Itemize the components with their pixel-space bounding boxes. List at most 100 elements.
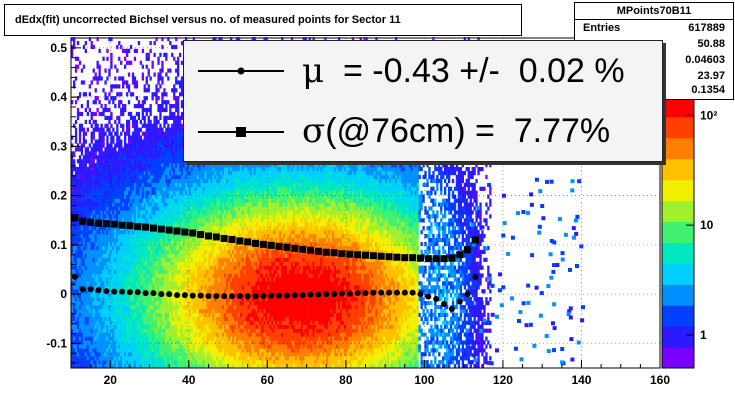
heatmap-cell <box>186 301 190 306</box>
heatmap-cell <box>141 214 144 219</box>
heatmap-cell <box>141 320 144 325</box>
heatmap-cell <box>96 107 99 113</box>
heatmap-cell <box>196 281 199 286</box>
heatmap-cell <box>204 214 207 219</box>
heatmap-cell <box>145 206 148 211</box>
heatmap-cell <box>124 238 127 243</box>
heatmap-cell <box>182 245 186 251</box>
heatmap-cell <box>129 202 133 207</box>
heatmap-cell <box>82 143 86 148</box>
heatmap-cell <box>147 88 150 93</box>
heatmap-cell <box>204 340 207 345</box>
heatmap-cell <box>94 178 97 184</box>
heatmap-cell <box>73 261 76 266</box>
heatmap-cell <box>186 261 190 266</box>
heatmap-cell <box>98 305 101 310</box>
heatmap-cell <box>157 214 160 219</box>
heatmap-cell <box>124 190 127 195</box>
heatmap-cell <box>118 230 121 235</box>
heatmap-cell <box>100 253 103 258</box>
heatmap-cell <box>106 238 109 243</box>
heatmap-cell <box>141 360 144 365</box>
heatmap-cell <box>112 253 115 258</box>
heatmap-cell <box>112 241 115 247</box>
heatmap-cell <box>96 178 99 184</box>
heatmap-cell <box>78 301 82 306</box>
heatmap-cell <box>167 171 170 176</box>
heatmap-cell <box>175 174 178 180</box>
heatmap-cell <box>90 41 93 46</box>
heatmap-cell <box>73 305 76 310</box>
heatmap-cell <box>74 135 78 140</box>
heatmap-cell <box>104 167 107 172</box>
heatmap-cell <box>141 238 144 243</box>
heatmap-cell <box>208 324 211 329</box>
heatmap-cell <box>190 352 194 357</box>
heatmap-cell <box>186 324 190 329</box>
heatmap-cell <box>208 285 211 290</box>
heatmap-cell <box>120 206 123 211</box>
heatmap-cell <box>106 249 109 254</box>
heatmap-cell <box>104 182 107 187</box>
heatmap-cell <box>122 163 125 168</box>
heatmap-cell <box>175 100 178 105</box>
heatmap-cell <box>90 186 93 191</box>
heatmap-cell <box>177 167 180 172</box>
heatmap-cell <box>126 344 129 349</box>
heatmap-cell <box>167 178 170 184</box>
heatmap-cell <box>126 285 129 290</box>
heatmap-cell <box>165 115 168 120</box>
heatmap-cell <box>208 289 211 294</box>
heatmap-cell <box>155 316 158 321</box>
heatmap-cell <box>192 289 195 294</box>
heatmap-cell <box>153 178 156 184</box>
heatmap-cell <box>206 182 209 187</box>
heatmap-cell <box>169 234 172 239</box>
heatmap-cell <box>90 269 93 274</box>
heatmap-cell <box>145 143 148 148</box>
heatmap-cell <box>84 269 87 274</box>
heatmap-cell <box>192 202 195 207</box>
heatmap-cell <box>133 147 137 152</box>
heatmap-cell <box>102 352 105 357</box>
heatmap-cell <box>186 340 190 345</box>
heatmap-cell <box>133 261 137 266</box>
heatmap-cell <box>212 316 215 321</box>
heatmap-cell <box>84 348 87 353</box>
heatmap-cell <box>100 147 103 152</box>
heatmap-cell <box>114 182 117 187</box>
heatmap-cell <box>151 269 154 274</box>
heatmap-cell <box>190 348 194 353</box>
heatmap-cell <box>188 202 192 207</box>
heatmap-cell <box>126 301 129 306</box>
heatmap-cell <box>186 182 190 187</box>
heatmap-cell <box>80 281 84 286</box>
heatmap-cell <box>94 190 97 195</box>
heatmap-cell <box>177 214 180 219</box>
heatmap-cell <box>165 222 168 227</box>
heatmap-cell <box>143 312 146 317</box>
heatmap-cell <box>102 348 105 353</box>
heatmap-cell <box>92 297 95 302</box>
heatmap-cell <box>184 178 188 184</box>
heatmap-cell <box>122 332 125 337</box>
heatmap-cell <box>151 135 154 140</box>
heatmap-cell <box>90 328 93 333</box>
heatmap-cell <box>133 332 137 337</box>
heatmap-cell <box>122 356 125 361</box>
heatmap-cell <box>139 230 142 235</box>
heatmap-cell <box>92 344 95 349</box>
heatmap-cell <box>214 198 217 203</box>
heatmap-cell <box>104 174 107 180</box>
heatmap-cell <box>151 218 154 223</box>
heatmap-cell <box>180 289 184 294</box>
heatmap-cell <box>153 265 156 270</box>
heatmap-cell <box>147 56 150 61</box>
heatmap-cell <box>118 174 121 180</box>
heatmap-cell <box>127 265 131 270</box>
heatmap-cell <box>80 198 84 203</box>
heatmap-cell <box>163 88 166 93</box>
heatmap-cell <box>173 151 176 156</box>
heatmap-cell <box>127 151 131 156</box>
heatmap-cell <box>80 316 84 321</box>
